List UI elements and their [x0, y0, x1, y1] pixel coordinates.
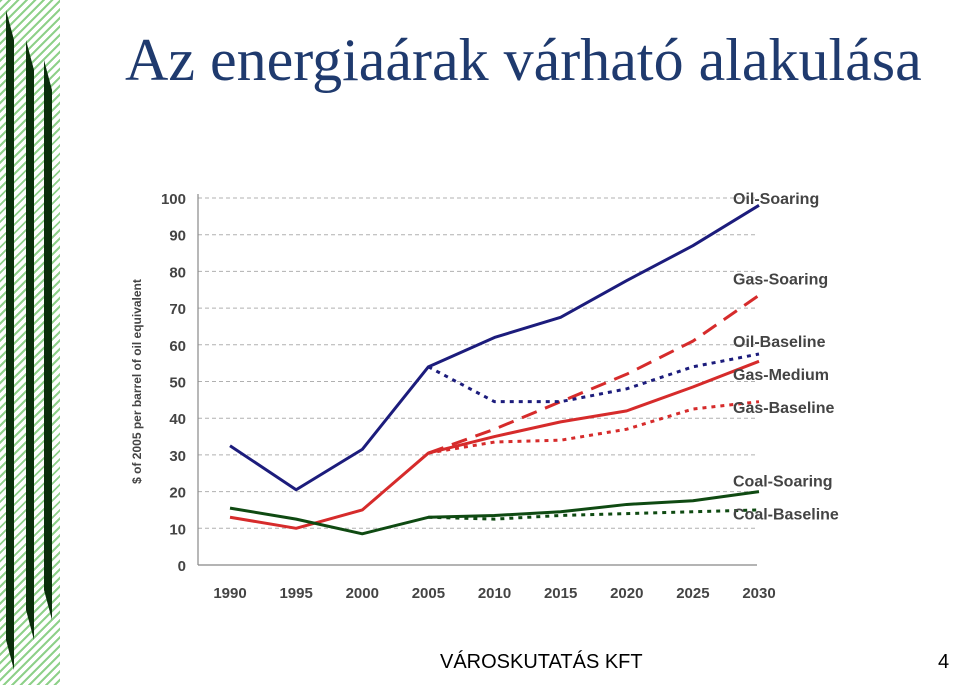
x-tick-label: 2025 — [676, 585, 709, 602]
series-line-oil-soaring — [229, 204, 760, 492]
page-number: 4 — [938, 651, 950, 673]
y-tick-label: 80 — [169, 264, 186, 281]
y-tick-label: 10 — [169, 521, 186, 538]
y-tick-label: 0 — [178, 558, 186, 575]
x-tick-label: 1995 — [279, 585, 312, 602]
y-tick-label: 70 — [169, 301, 186, 318]
x-tick-label: 2005 — [412, 585, 445, 602]
series-line-coal-baseline — [428, 508, 760, 521]
y-tick-label: 60 — [169, 338, 186, 355]
series-label: Coal-Soaring — [733, 474, 833, 491]
decorative-dark-bars — [6, 10, 52, 670]
y-tick-label: 20 — [169, 485, 186, 502]
series-line-coal-soaring — [229, 490, 760, 536]
series-label: Coal-Baseline — [733, 507, 839, 524]
y-axis-label: $ of 2005 per barrel of oil equivalent — [130, 279, 144, 484]
x-tick-label: 2030 — [742, 585, 775, 602]
series-label: Gas-Soaring — [733, 272, 828, 289]
y-tick-label: 90 — [169, 228, 186, 245]
series-label: Gas-Baseline — [733, 400, 834, 417]
series-label: Gas-Medium — [733, 367, 829, 384]
x-tick-label: 2020 — [610, 585, 643, 602]
footer-text: VÁROSKUTATÁS KFT — [440, 651, 643, 673]
x-tick-label: 2010 — [478, 585, 511, 602]
slide-title: Az energiaárak várható alakulása — [125, 27, 922, 93]
x-tick-label: 2000 — [346, 585, 379, 602]
series-line-gas-baseline — [428, 400, 760, 455]
y-tick-label: 50 — [169, 375, 186, 392]
series-line-oil-baseline — [427, 352, 760, 404]
y-tick-label: 100 — [161, 191, 186, 208]
x-tick-label: 2015 — [544, 585, 577, 602]
y-tick-label: 40 — [169, 411, 186, 428]
series-line-gas-soaring — [427, 294, 760, 455]
series-label: Oil-Soaring — [733, 191, 819, 208]
energy-price-chart: 0 10 20 30 40 50 60 70 80 90 100 1990 1995 2000 2005 20… — [125, 180, 865, 610]
y-tick-label: 30 — [169, 448, 186, 465]
x-tick-label: 1990 — [213, 585, 246, 602]
series-line-gas-medium — [229, 359, 760, 530]
series-label: Oil-Baseline — [733, 334, 826, 351]
